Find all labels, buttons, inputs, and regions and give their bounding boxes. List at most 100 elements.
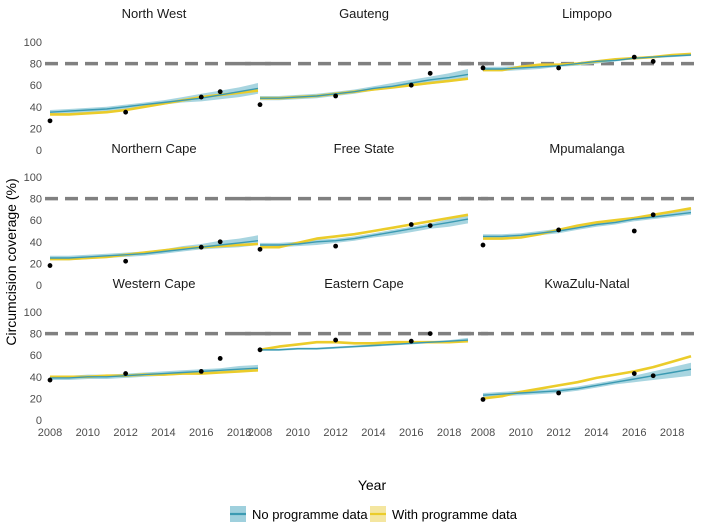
y-tick-label: 40 [30, 102, 42, 114]
y-tick-label: 80 [30, 329, 42, 341]
x-tick-label: 2018 [227, 427, 251, 439]
x-tick-label: 2010 [509, 427, 533, 439]
observed-point [333, 243, 339, 249]
observed-point [650, 212, 656, 218]
legend-label: With programme data [392, 507, 518, 522]
y-tick-label: 100 [24, 172, 42, 184]
observed-point [650, 59, 656, 64]
observed-point [217, 89, 223, 95]
observed-point [257, 347, 263, 353]
panel-title: Mpumalanga [549, 141, 625, 156]
observed-point [217, 239, 223, 245]
x-tick-label: 2016 [622, 427, 646, 439]
observed-point [650, 373, 656, 379]
panel-title: Gauteng [339, 6, 389, 21]
x-axis-title: Year [358, 477, 387, 493]
y-tick-label: 20 [30, 258, 42, 270]
y-tick-label: 60 [30, 350, 42, 362]
observed-point [556, 390, 562, 396]
observed-point [631, 228, 637, 234]
observed-point [408, 82, 414, 88]
legend: No programme data With programme data [230, 506, 518, 522]
x-tick-label: 2012 [323, 427, 347, 439]
legend-label: No programme data [252, 507, 368, 522]
panel-gauteng: Gauteng [238, 6, 488, 108]
panel-kwazulu-natal: KwaZulu-Natal 2008 2010 2012 2014 2016 2018 [461, 276, 698, 439]
y-tick-label: 60 [30, 215, 42, 227]
observed-point [198, 94, 204, 100]
no-programme-band [50, 235, 258, 261]
no-programme-line [483, 54, 692, 70]
observed-point [257, 246, 263, 252]
panel-limpopo: Limpopo [461, 6, 698, 72]
no-programme-line [50, 367, 259, 379]
no-programme-line [483, 211, 692, 238]
x-tick-label: 2010 [76, 427, 100, 439]
observed-point [427, 70, 433, 76]
panel-title: Free State [334, 141, 395, 156]
observed-point [556, 227, 562, 233]
observed-point [47, 377, 53, 383]
observed-point [123, 109, 129, 115]
x-tick-label: 2014 [361, 427, 385, 439]
observed-point [333, 93, 339, 99]
y-tick-label: 80 [30, 59, 42, 71]
panel-title: KwaZulu-Natal [544, 276, 629, 291]
y-tick-label: 80 [30, 194, 42, 206]
x-tick-label: 2014 [151, 427, 175, 439]
y-tick-label: 0 [36, 145, 42, 157]
no-programme-band [260, 69, 468, 101]
observed-point [427, 331, 433, 336]
panel-northern-cape: Northern Cape 0 20 40 60 80 100 [24, 141, 278, 292]
observed-point [123, 371, 129, 376]
legend-item-with-programme: With programme data [370, 506, 518, 522]
observed-point [480, 242, 486, 248]
y-tick-label: 40 [30, 372, 42, 384]
x-tick-label: 2008 [471, 427, 495, 439]
x-tick-label: 2010 [286, 427, 310, 439]
y-tick-label: 20 [30, 123, 42, 135]
no-programme-line [50, 240, 259, 259]
no-programme-band [260, 337, 468, 351]
panel-title: North West [122, 6, 187, 21]
x-tick-label: 2016 [189, 427, 213, 439]
x-tick-label: 2008 [38, 427, 62, 439]
y-tick-label: 20 [30, 393, 42, 405]
x-tick-label: 2012 [113, 427, 137, 439]
observed-point [408, 222, 414, 227]
y-tick-label: 0 [36, 415, 42, 427]
no-programme-line [260, 218, 469, 246]
observed-point [198, 244, 204, 250]
panel-mpumalanga: Mpumalanga [461, 141, 698, 248]
y-tick-label: 40 [30, 237, 42, 249]
no-programme-line [260, 339, 469, 351]
x-tick-label: 2012 [546, 427, 570, 439]
observed-point [408, 338, 414, 344]
no-programme-line [260, 73, 469, 99]
with-programme-line [483, 207, 692, 240]
observed-point [480, 397, 486, 402]
y-tick-label: 0 [36, 280, 42, 292]
observed-point [123, 258, 129, 264]
observed-point [217, 356, 223, 361]
no-programme-line [482, 368, 692, 396]
observed-point [47, 118, 53, 124]
y-tick-label: 60 [30, 80, 42, 92]
no-programme-band [260, 214, 468, 248]
observed-point [556, 65, 562, 71]
observed-point [480, 65, 486, 71]
panel-north-west: North West 0 20 40 60 80 100 [24, 6, 278, 157]
legend-item-no-programme: No programme data [230, 506, 368, 522]
panel-title: Northern Cape [111, 141, 196, 156]
x-tick-label: 2018 [437, 427, 461, 439]
x-tick-label: 2016 [399, 427, 423, 439]
panel-title: Limpopo [562, 6, 612, 21]
x-tick-label: 2008 [248, 427, 272, 439]
observed-point [631, 54, 637, 60]
panel-western-cape: Western Cape 0 20 40 60 80 100 2008 2010 2012 2014… [24, 276, 278, 439]
y-axis-title: Circumcision coverage (%) [3, 178, 19, 345]
x-tick-label: 2018 [660, 427, 684, 439]
panel-title: Eastern Cape [324, 276, 404, 291]
x-tick-label: 2014 [584, 427, 608, 439]
